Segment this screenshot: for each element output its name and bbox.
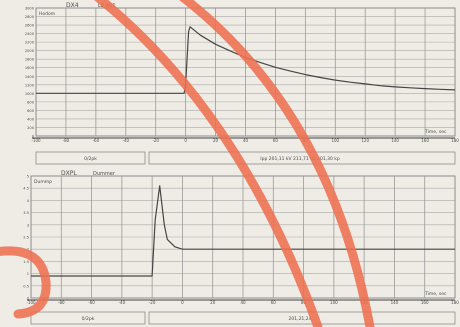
footer-label: 0/2pk [84, 156, 97, 162]
x-tick-label: 100 [330, 300, 338, 305]
y-tick-label: 0.5 [23, 284, 29, 288]
y-tick-label: 1400 [25, 75, 35, 79]
x-tick-label: 140 [391, 138, 399, 143]
chart-panel-1: -100 -80 -60 -40 -20 0 20 40 60 80 100 120 140 160 180… [25, 2, 459, 165]
x-tick-label: 80 [301, 300, 307, 305]
y-tick-label: 4.5 [23, 187, 29, 191]
y-tick-label: 2400 [25, 32, 35, 36]
x-tick-label: -40 [123, 138, 130, 143]
x-tick-label: -80 [63, 138, 70, 143]
x-tick-label: 160 [421, 300, 429, 305]
x-tick-label: 40 [243, 138, 249, 143]
x-tick-label: -100 [31, 138, 41, 143]
highlighter-stroke [179, 0, 375, 327]
x-tick-label: -20 [149, 300, 156, 305]
y-tick-label: 5 [27, 175, 29, 179]
footer-label: 201,21,24 [289, 316, 312, 322]
y-tick-label: 1000 [25, 92, 35, 96]
y-tick-label: 600 [27, 109, 35, 113]
footer-label: 0/2pk [82, 316, 95, 322]
y-tick-label: 3000 [25, 7, 35, 11]
y-tick-label: 2800 [25, 15, 35, 19]
y-tick-label: 1200 [25, 83, 35, 87]
footer-box-right [148, 151, 456, 165]
chart-panel-2: -100 -80 -60 -40 -20 0 20 40 60 80 100 120 140 160 180… [23, 170, 459, 325]
footer-box-right [148, 311, 456, 325]
y-tick-label: 1 [27, 272, 29, 276]
footer-label: Ipp 201,11 kV 211,71 kp 201,30 kp [260, 156, 340, 162]
x-tick-label: 140 [391, 300, 399, 305]
y-tick-label: 0 [32, 135, 35, 139]
footer-box-left [30, 311, 146, 325]
x-tick-label: 40 [240, 300, 246, 305]
y-tick-label: 1.5 [23, 260, 29, 264]
y-tick-label: 2000 [25, 49, 35, 53]
x-tick-label: 180 [451, 138, 459, 143]
x-tick-label: 60 [273, 138, 279, 143]
highlighter-stroke [94, 0, 323, 327]
x-tick-label: -20 [152, 138, 159, 143]
x-tick-label: 160 [421, 138, 429, 143]
footer-box-left [35, 151, 146, 165]
y-tick-label: 400 [27, 117, 35, 121]
x-axis-label: Time, sec [424, 291, 447, 297]
y-tick-label: 1600 [25, 66, 35, 70]
x-tick-label: 120 [361, 138, 369, 143]
y-axis-label: Hodom [39, 11, 55, 17]
x-tick-label: -60 [88, 300, 95, 305]
y-tick-label: 3 [27, 223, 29, 227]
y-tick-label: 0 [27, 297, 30, 301]
y-tick-label: 4 [27, 199, 30, 203]
y-tick-label: 2600 [25, 24, 35, 28]
x-tick-label: -80 [58, 300, 65, 305]
y-tick-label: 1800 [25, 58, 35, 62]
y-tick-label: 2200 [25, 41, 35, 45]
x-tick-label: 180 [451, 300, 459, 305]
y-tick-label: 800 [27, 100, 35, 104]
x-tick-label: -60 [93, 138, 100, 143]
y-tick-label: 3.5 [23, 211, 29, 215]
chart-title: DXPL [61, 170, 77, 177]
x-tick-label: -40 [119, 300, 126, 305]
x-tick-label: 100 [331, 138, 339, 143]
y-axis-label: Dummp [34, 179, 52, 185]
x-tick-label: 60 [271, 300, 277, 305]
x-tick-label: -100 [26, 300, 36, 305]
chart-subtitle: Dummer [93, 171, 116, 177]
y-tick-label: 2.5 [23, 236, 29, 240]
x-axis-label: Time, sec [424, 129, 447, 135]
x-tick-label: 20 [210, 300, 216, 305]
x-tick-label: 20 [213, 138, 219, 143]
x-tick-label: 0 [181, 300, 184, 305]
series-line [31, 185, 455, 277]
x-tick-label: 0 [184, 138, 187, 143]
y-tick-label: 200 [27, 126, 35, 130]
chart-title: DX4 [66, 2, 79, 9]
highlighter-stroke [0, 246, 51, 319]
